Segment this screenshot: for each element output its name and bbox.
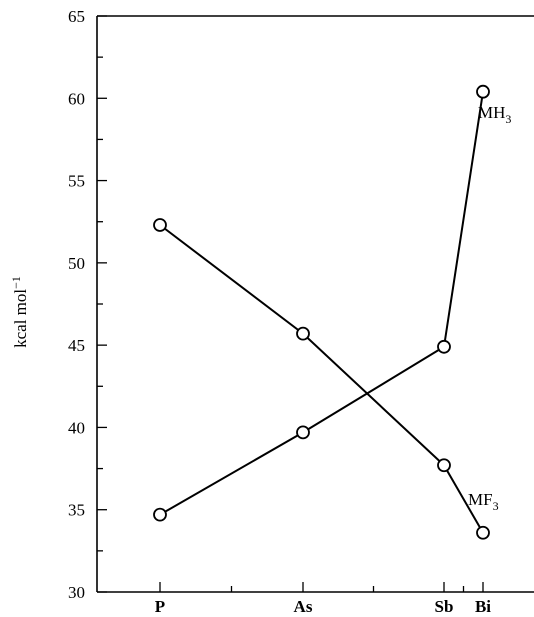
y-axis-label-text: kcal mol (11, 289, 30, 348)
data-point-mh3-sb (437, 339, 451, 354)
y-tick-label-30: 30 (68, 583, 85, 602)
series-label-mh3: MH3 (478, 103, 511, 126)
series-line-mf3 (159, 224, 484, 534)
x-category-label-p: P (155, 597, 165, 612)
axes-layer: 30 35 40 45 50 55 60 65 P As Sb Bi (68, 7, 534, 616)
y-axis-label: kcal mol−1 (9, 276, 30, 348)
data-point-mh3-p (153, 507, 167, 522)
series-label-mh3-name: MH (478, 103, 505, 122)
x-category-label-sb: Sb (435, 597, 454, 612)
data-point-mf3-bi (476, 525, 490, 540)
series-label-mh3-subscript: 3 (505, 112, 511, 126)
data-point-mh3-as (296, 425, 310, 440)
x-category-label-bi: Bi (475, 597, 491, 612)
x-category-label-as: As (294, 597, 313, 612)
y-tick-label-50: 50 (68, 254, 85, 273)
y-tick-label-60: 60 (68, 89, 85, 108)
series-mf3 (153, 218, 490, 540)
y-tick-label-35: 35 (68, 501, 85, 520)
series-layer (153, 84, 490, 540)
series-line-mh3 (159, 91, 484, 516)
y-tick-label-55: 55 (68, 172, 85, 191)
y-tick-label-40: 40 (68, 418, 85, 437)
data-point-mf3-p (153, 218, 167, 232)
series-label-mf3-name: MF (468, 490, 493, 509)
y-tick-label-65: 65 (68, 7, 85, 26)
data-point-mf3-as (296, 326, 310, 341)
data-point-mf3-sb (437, 458, 451, 473)
data-point-mh3-bi (476, 84, 490, 99)
series-label-mf3-subscript: 3 (493, 499, 499, 513)
labels-layer: kcal mol−1 MH3 MF3 (9, 103, 511, 513)
y-tick-label-45: 45 (68, 336, 85, 355)
series-mh3 (153, 84, 490, 522)
y-axis-label-superscript: −1 (9, 276, 23, 289)
series-label-mf3: MF3 (468, 490, 499, 513)
